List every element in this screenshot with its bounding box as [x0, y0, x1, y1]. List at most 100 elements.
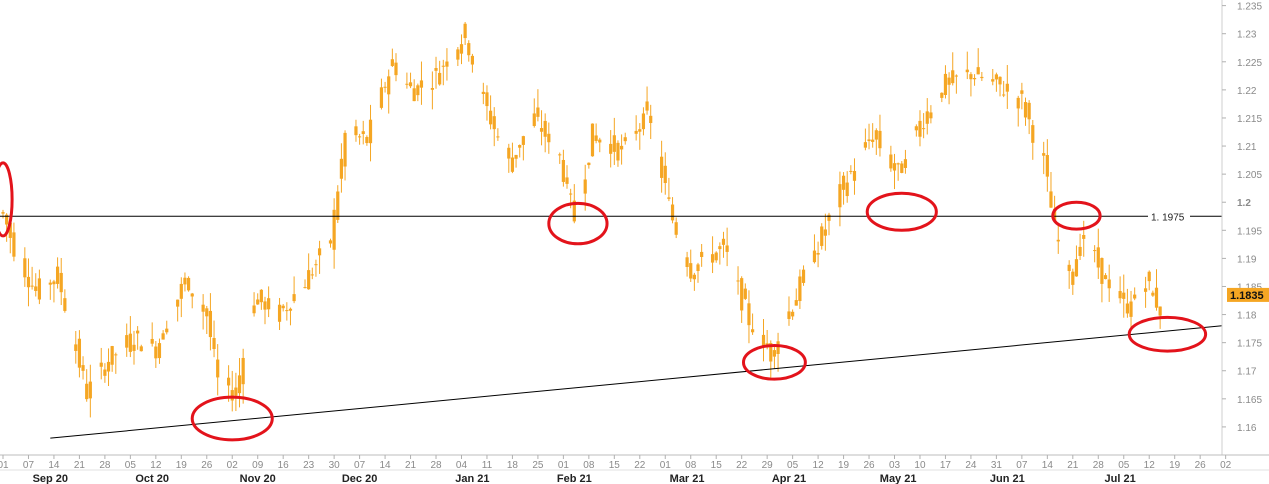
candle-body — [689, 263, 693, 279]
candle-body — [8, 222, 12, 238]
x-tick-label: 01 — [558, 460, 570, 471]
x-tick-label: 04 — [456, 460, 468, 471]
candle-body — [641, 113, 646, 130]
candle-body — [972, 77, 977, 80]
candle-body — [867, 139, 871, 142]
candle-body — [539, 128, 544, 132]
candle-body — [1074, 259, 1079, 277]
candle-body — [74, 344, 78, 351]
candle-body — [103, 369, 107, 376]
x-tick-label: 19 — [176, 460, 188, 471]
candle-body — [237, 375, 242, 394]
candle-body — [365, 137, 369, 144]
candle-body — [718, 246, 722, 250]
x-tick-label: 01 — [0, 460, 9, 471]
candle-body — [339, 158, 344, 179]
month-label: Jul 21 — [1105, 473, 1136, 484]
candle-body — [823, 229, 827, 236]
candle-body — [456, 49, 460, 60]
x-tick-label: 17 — [940, 460, 952, 471]
candle-body — [561, 159, 565, 182]
candle-body — [590, 123, 595, 157]
candle-body — [598, 139, 602, 143]
candle-body — [896, 163, 900, 165]
candle-body — [88, 381, 92, 399]
candle-body — [285, 310, 289, 312]
candle-body — [965, 69, 969, 73]
x-tick-label: 12 — [150, 460, 162, 471]
candle-body — [106, 361, 111, 372]
candle-body — [1151, 292, 1155, 296]
x-tick-label: 24 — [965, 460, 977, 471]
candle-body — [99, 362, 103, 367]
month-label: Nov 20 — [240, 473, 276, 484]
candle-body — [518, 145, 522, 148]
x-tick-label: 21 — [1067, 460, 1079, 471]
candle-body — [532, 113, 536, 126]
candle-body — [583, 179, 587, 194]
candle-body — [55, 266, 60, 284]
candle-body — [307, 270, 311, 290]
candle-body — [332, 209, 336, 250]
candle-body — [663, 165, 667, 184]
candle-body — [467, 43, 471, 56]
candle-body — [227, 377, 231, 386]
x-tick-label: 08 — [583, 460, 595, 471]
candle-body — [514, 154, 518, 159]
x-tick-label: 19 — [1169, 460, 1181, 471]
candle-body — [878, 130, 882, 149]
highlight-circle — [1127, 315, 1208, 353]
candle-body — [1143, 288, 1148, 292]
x-tick-label: 05 — [1118, 460, 1130, 471]
candle-body — [969, 74, 973, 80]
x-tick-label: 26 — [201, 460, 213, 471]
x-tick-label: 26 — [863, 460, 875, 471]
x-tick-label: 30 — [329, 460, 341, 471]
candle-body — [674, 222, 678, 235]
candle-body — [1031, 125, 1035, 143]
candle-body — [390, 59, 394, 66]
highlight-circle — [547, 201, 609, 246]
candle-body — [572, 200, 576, 222]
x-tick-label: 01 — [660, 460, 672, 471]
candle-body — [387, 76, 391, 95]
candle-body — [157, 343, 162, 359]
candle-body — [710, 254, 715, 263]
candle-body — [1027, 102, 1031, 120]
candle-body — [1147, 271, 1151, 282]
candle-body — [1082, 234, 1086, 239]
candle-body — [441, 65, 445, 67]
candle-body — [328, 240, 333, 244]
x-tick-label: 21 — [74, 460, 86, 471]
candle-body — [721, 238, 726, 245]
candle-body — [263, 301, 267, 310]
y-tick-label: 1.165 — [1237, 395, 1262, 406]
y-axis: 1.161.1651.171.1751.181.1851.191.1951.21… — [1221, 0, 1269, 455]
candle-body — [874, 130, 878, 140]
x-tick-label: 14 — [1042, 460, 1054, 471]
month-label: Feb 21 — [557, 473, 592, 484]
candle-body — [205, 308, 209, 317]
candle-body — [1053, 208, 1057, 221]
candle-body — [489, 110, 493, 125]
candles-layer — [1, 21, 1162, 418]
candle-body — [776, 341, 780, 355]
x-tick-label: 29 — [762, 460, 774, 471]
candle-body — [812, 250, 817, 263]
y-tick-label: 1.22 — [1237, 86, 1257, 97]
y-tick-label: 1.17 — [1237, 367, 1257, 378]
candle-body — [845, 182, 849, 197]
candle-body — [1056, 239, 1060, 242]
candle-body — [201, 304, 205, 312]
x-tick-label: 09 — [252, 460, 264, 471]
candle-body — [649, 115, 653, 124]
candle-body — [234, 387, 238, 396]
candle-body — [354, 126, 358, 136]
y-tick-label: 1.23 — [1237, 30, 1257, 41]
candle-body — [85, 383, 89, 400]
candle-body — [634, 130, 638, 134]
y-tick-label: 1.21 — [1237, 142, 1257, 153]
x-tick-label: 15 — [711, 460, 723, 471]
candle-body — [1133, 294, 1137, 299]
candle-body — [208, 310, 213, 338]
